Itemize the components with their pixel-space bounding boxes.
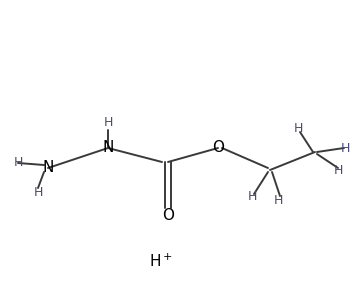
Text: H: H — [273, 193, 283, 206]
Text: H: H — [293, 122, 303, 135]
Text: H: H — [340, 142, 350, 155]
Text: H: H — [33, 186, 43, 199]
Text: H: H — [247, 191, 257, 204]
Text: H: H — [13, 157, 23, 169]
Text: +: + — [163, 252, 172, 262]
Text: N: N — [42, 160, 54, 175]
Text: H: H — [149, 254, 161, 270]
Text: H: H — [103, 116, 113, 129]
Text: N: N — [102, 140, 114, 155]
Text: O: O — [162, 208, 174, 222]
Text: H: H — [333, 164, 343, 177]
Text: O: O — [212, 140, 224, 155]
